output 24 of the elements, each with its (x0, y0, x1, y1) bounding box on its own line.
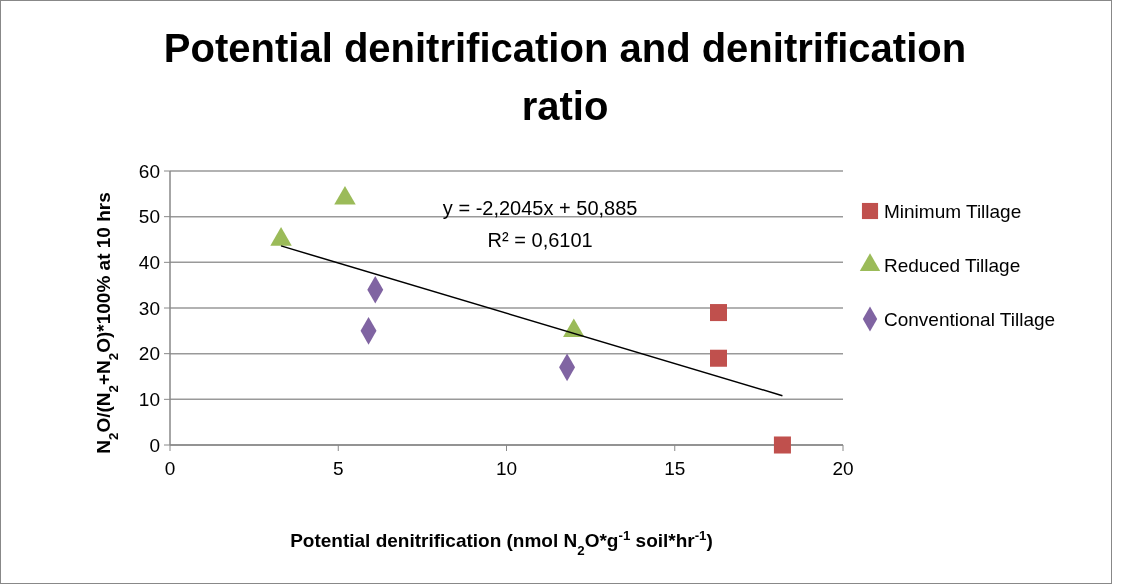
y-tick-label: 30 (138, 297, 160, 319)
x-tick-label: 20 (832, 458, 854, 479)
y-tick-label: 20 (138, 343, 160, 365)
legend-label: Minimum Tillage (884, 200, 1022, 222)
annotation: R² = 0,6101 (487, 229, 593, 251)
y-tick-label: 50 (138, 206, 160, 228)
legend-label: Conventional Tillage (884, 308, 1056, 330)
x-tick-label: 10 (495, 458, 518, 479)
x-axis-title: Potential denitrification (nmol N$_{2}$O*g$^{-1}$ soil*hr$^{-1}$) (290, 527, 713, 558)
y-tick-label: 40 (138, 251, 160, 273)
x-tick-label: 0 (164, 458, 176, 479)
x-tick-label: 15 (664, 458, 686, 479)
point (334, 185, 356, 205)
x-tick-label: 5 (332, 458, 344, 479)
legend-label: Reduced Tillage (884, 254, 1021, 276)
y-tick-label: 10 (138, 388, 160, 410)
point (709, 304, 728, 322)
y-tick-label: 0 (149, 434, 160, 456)
point (709, 349, 728, 367)
point (270, 227, 292, 246)
y-tick-label: 60 (138, 160, 160, 182)
point (773, 436, 791, 454)
annotation: y = -2,2045x + 50,885 (442, 197, 638, 219)
chart-title: Potential denitrification and denitrification ratio (163, 26, 967, 128)
